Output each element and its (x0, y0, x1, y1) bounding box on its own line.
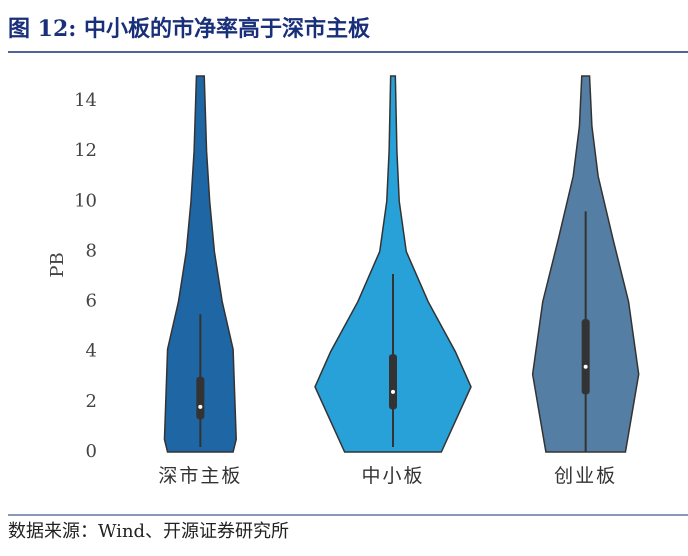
violin (314, 75, 472, 453)
y-tick-label: 6 (86, 291, 97, 312)
median (583, 364, 588, 369)
median (198, 404, 203, 409)
y-tick-label: 14 (74, 90, 97, 111)
box (581, 319, 590, 395)
box (389, 354, 397, 410)
violin (163, 75, 237, 453)
x-tick-label: 中小板 (361, 465, 424, 487)
y-tick-label: 10 (74, 190, 97, 211)
title: 图 12: 中小板的市净率高于深市主板 (8, 16, 371, 42)
x-tick-label: 深市主板 (158, 465, 242, 487)
y-tick-label: 12 (74, 140, 97, 161)
y-tick-label: 0 (86, 441, 97, 462)
y-tick-label: 2 (86, 391, 97, 412)
median (391, 389, 395, 394)
y-axis-label: PB (47, 252, 68, 277)
source: 数据来源：Wind、开源证券研究所 (8, 521, 289, 542)
x-tick-label: 创业板 (554, 465, 617, 487)
y-tick-label: 4 (86, 341, 97, 362)
y-tick-label: 8 (86, 240, 97, 261)
box (196, 376, 205, 420)
